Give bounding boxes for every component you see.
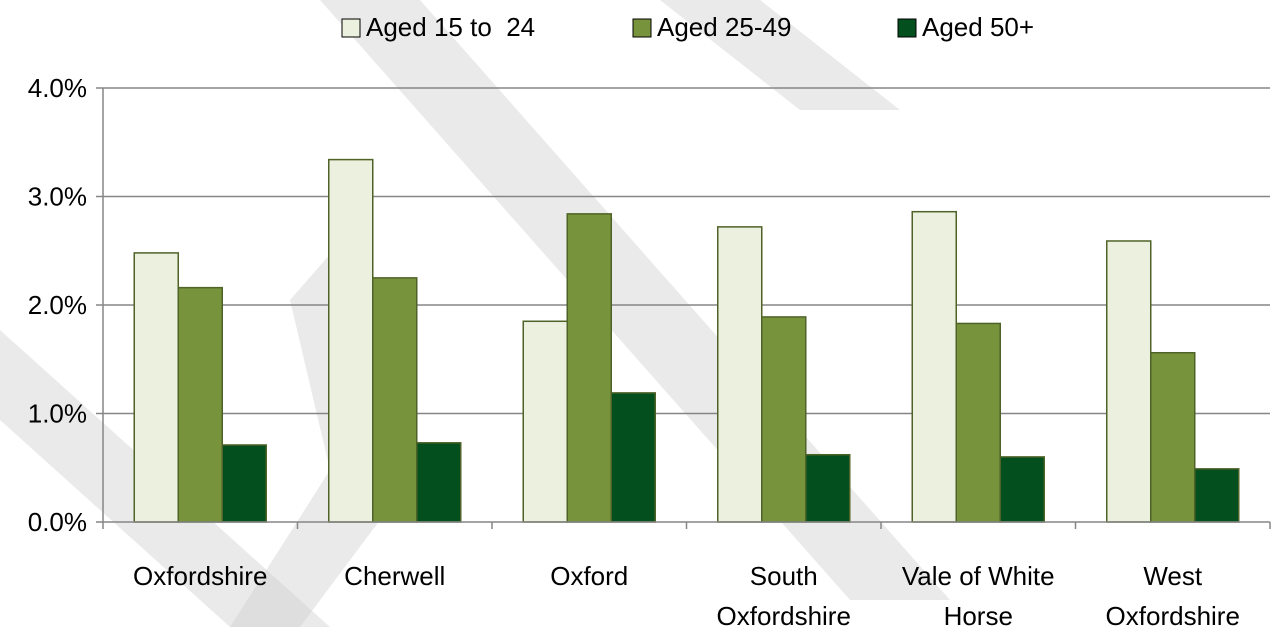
bar (177, 286, 223, 523)
x-tick-label: South (750, 561, 818, 591)
y-tick-label: 4.0% (28, 73, 87, 103)
legend-label: Aged 25-49 (657, 12, 791, 42)
x-tick-label: Oxfordshire (717, 601, 851, 627)
bar (1106, 240, 1152, 523)
x-tick-label: Oxfordshire (133, 561, 267, 591)
bar (133, 252, 179, 523)
bar (717, 226, 763, 523)
axes: 0.0% 1.0% 2.0% 3.0% 4.0% Oxfordshire Cherwell O… (28, 73, 1271, 631)
x-tick-label: Horse (944, 601, 1013, 627)
y-tick-label: 1.0% (28, 399, 87, 429)
gridlines (103, 87, 1270, 415)
bar (221, 444, 267, 523)
bar (372, 277, 418, 523)
bar (761, 316, 807, 523)
bar (1150, 351, 1196, 523)
x-tick-label: West (1143, 561, 1203, 591)
bar (911, 210, 957, 523)
legend-label: Aged 50+ (922, 12, 1034, 42)
y-tick-label: 3.0% (28, 182, 87, 212)
legend-swatch (897, 18, 917, 38)
bar (566, 213, 612, 523)
bar (522, 320, 568, 523)
bar (416, 442, 462, 523)
bar (805, 453, 851, 523)
x-tick-label: Oxfordshire (1106, 601, 1240, 627)
bar (610, 392, 656, 523)
legend: Aged 15 to 24 Aged 25-49 Aged 50+ (341, 12, 1034, 42)
x-tick-label: Vale of White (902, 561, 1055, 591)
x-tick-label: Cherwell (344, 561, 445, 591)
x-tick-label: Oxford (550, 561, 628, 591)
legend-label: Aged 15 to 24 (366, 12, 535, 42)
bars (133, 158, 1240, 523)
watermark-band (660, 0, 900, 110)
bar (999, 456, 1045, 523)
bar (1194, 468, 1240, 523)
y-tick-label: 2.0% (28, 290, 87, 320)
legend-swatch (341, 18, 361, 38)
y-tick-label: 0.0% (28, 507, 87, 537)
legend-swatch (632, 18, 652, 38)
bar (328, 158, 374, 523)
bar (955, 322, 1001, 523)
